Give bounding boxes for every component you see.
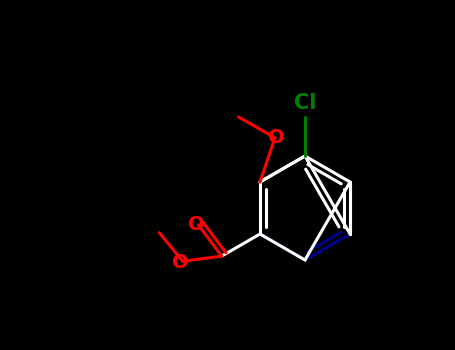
Text: Cl: Cl [294,93,316,113]
Text: O: O [188,215,205,235]
Text: O: O [268,128,284,147]
Text: O: O [172,253,189,272]
